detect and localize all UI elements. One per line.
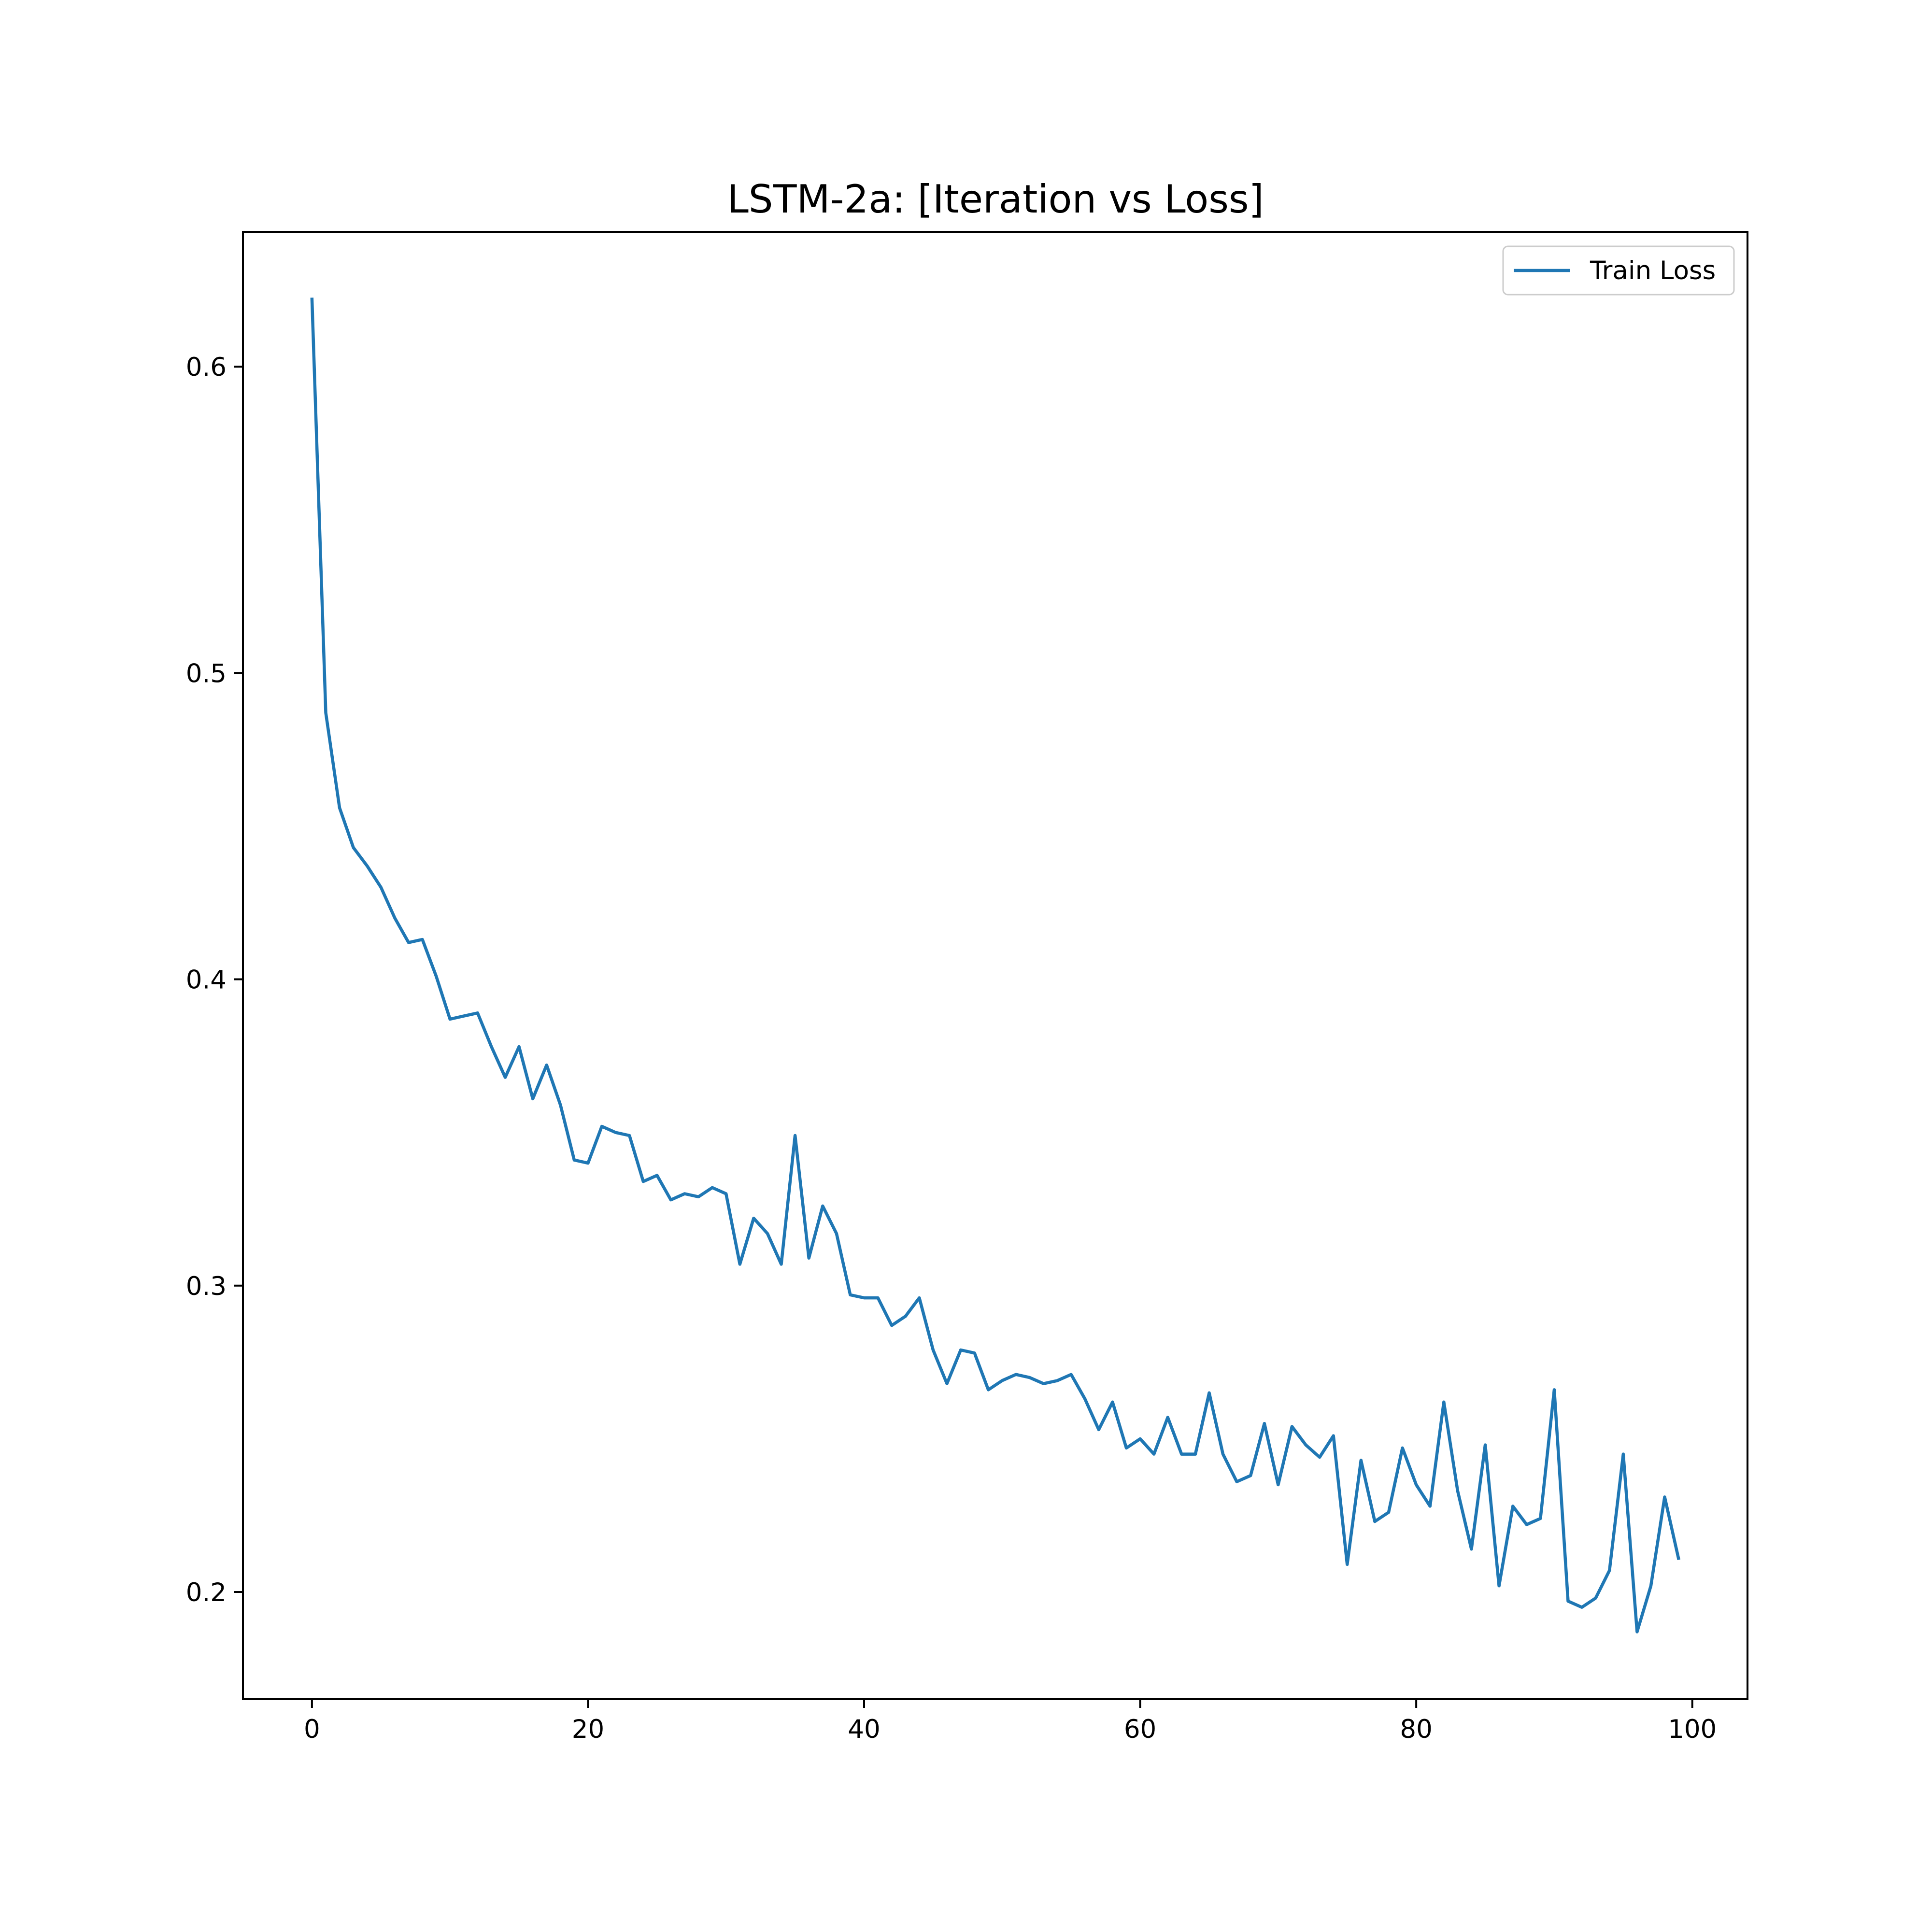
x-tick-label: 20 — [572, 1715, 604, 1744]
axes: 0 20 40 60 80 100 0.2 0.3 0.4 0.5 0.6 — [186, 231, 1748, 1744]
x-tick-label: 100 — [1668, 1715, 1717, 1744]
legend-label: Train Loss — [1590, 256, 1716, 285]
x-tick-label: 60 — [1124, 1715, 1156, 1744]
legend-box — [1502, 245, 1735, 296]
plot-area — [310, 298, 1680, 1634]
x-tick-label: 0 — [304, 1715, 320, 1744]
series-line-train-loss — [310, 298, 1680, 1634]
y-tick-label: 0.5 — [186, 659, 227, 688]
chart-title: LSTM-2a: [Iteration vs Loss] — [727, 177, 1264, 222]
x-tick-label: 40 — [848, 1715, 880, 1744]
y-tick-label: 0.2 — [186, 1578, 227, 1607]
axes-frame — [242, 231, 1748, 1700]
y-tick-label: 0.3 — [186, 1272, 227, 1301]
x-tick-label: 80 — [1400, 1715, 1432, 1744]
y-tick-label: 0.6 — [186, 353, 227, 382]
legend: Train Loss — [1502, 245, 1735, 296]
y-tick-label: 0.4 — [186, 966, 227, 995]
